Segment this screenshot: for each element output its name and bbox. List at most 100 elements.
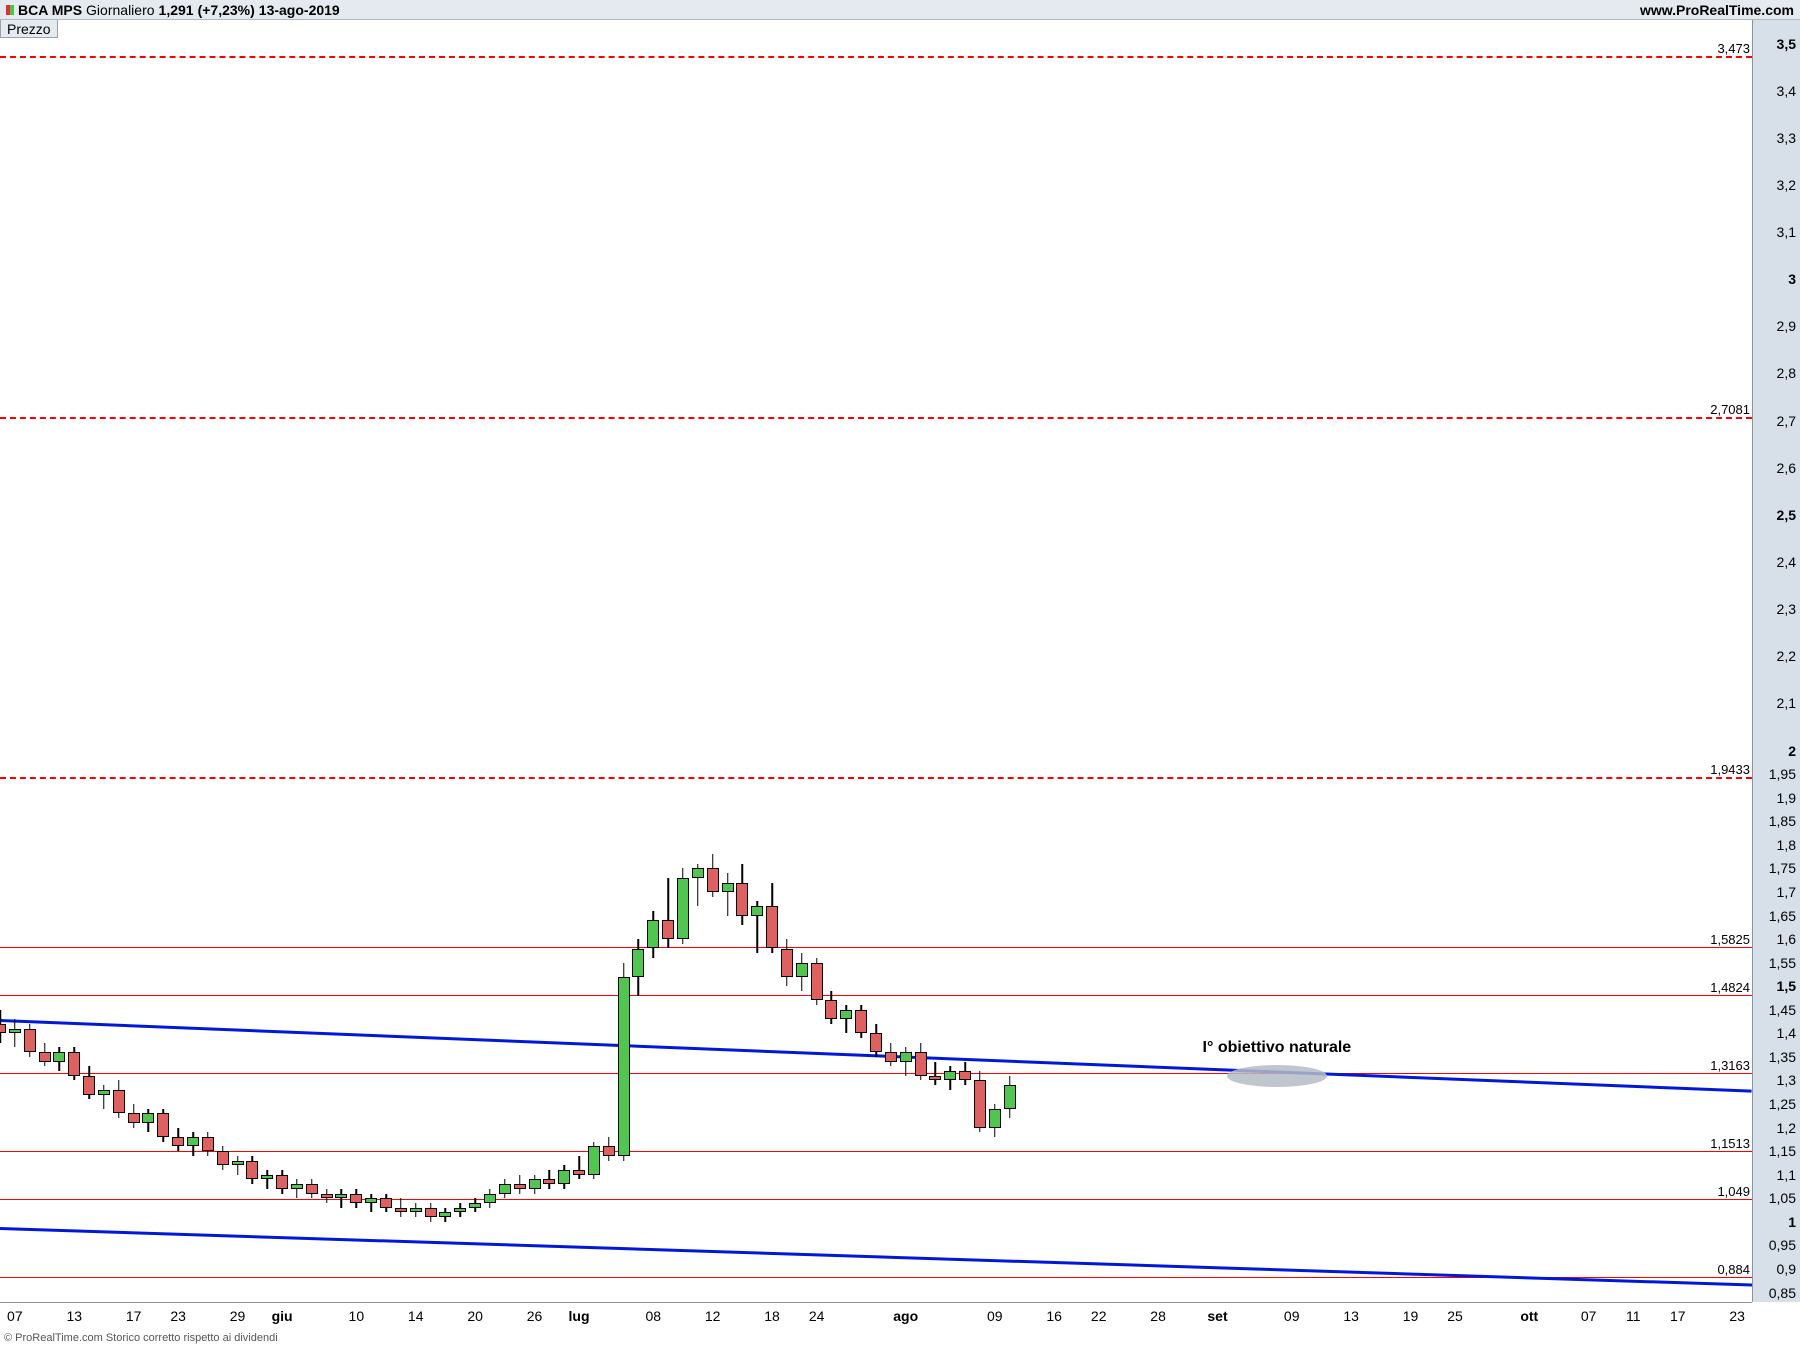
x-tick: 23 <box>170 1308 186 1324</box>
x-tick: lug <box>569 1308 590 1324</box>
x-tick: 09 <box>1284 1308 1300 1324</box>
horizontal-level <box>0 995 1752 996</box>
y-tick: 1,95 <box>1769 766 1796 782</box>
y-tick: 1,2 <box>1777 1120 1796 1136</box>
level-label: 2,7081 <box>1710 402 1750 417</box>
x-tick: 16 <box>1046 1308 1062 1324</box>
y-tick: 2,3 <box>1777 601 1796 617</box>
y-tick: 2 <box>1788 743 1796 759</box>
symbol: BCA MPS <box>18 0 82 20</box>
y-tick: 3,5 <box>1777 36 1796 52</box>
level-label: 1,3163 <box>1710 1058 1750 1073</box>
y-tick: 0,85 <box>1769 1285 1796 1301</box>
plot-region[interactable]: 3,473 2,7081 1,9433 1,5825 1,4824 1,3163 1,151… <box>0 20 1752 1302</box>
level-label: 1,5825 <box>1710 932 1750 947</box>
y-tick: 2,9 <box>1777 318 1796 334</box>
y-tick: 1,6 <box>1777 931 1796 947</box>
y-tick: 1,1 <box>1777 1167 1796 1183</box>
y-tick: 3,3 <box>1777 130 1796 146</box>
y-tick: 1,25 <box>1769 1096 1796 1112</box>
date: 13-ago-2019 <box>259 0 340 20</box>
x-tick: 14 <box>408 1308 424 1324</box>
y-tick: 1,85 <box>1769 813 1796 829</box>
y-tick: 1,15 <box>1769 1143 1796 1159</box>
y-tick: 1,7 <box>1777 884 1796 900</box>
y-tick: 2,2 <box>1777 648 1796 664</box>
last-price: 1,291 <box>159 0 194 20</box>
y-tick: 0,95 <box>1769 1237 1796 1253</box>
y-tick: 1,3 <box>1777 1072 1796 1088</box>
y-tick: 1,05 <box>1769 1190 1796 1206</box>
y-tick: 3 <box>1788 271 1796 287</box>
y-tick: 1,9 <box>1777 790 1796 806</box>
x-tick: 19 <box>1403 1308 1419 1324</box>
level-label: 0,884 <box>1717 1262 1750 1277</box>
y-tick: 2,5 <box>1777 507 1796 523</box>
horizontal-level <box>0 417 1752 419</box>
change-pct: (+7,23%) <box>198 0 255 20</box>
target-ellipse <box>1227 1065 1327 1087</box>
x-tick: 17 <box>126 1308 142 1324</box>
copyright: © ProRealTime.com Storico corretto rispe… <box>4 1332 278 1344</box>
x-axis: © ProRealTime.com Storico corretto rispe… <box>0 1302 1752 1350</box>
x-tick: 13 <box>1343 1308 1359 1324</box>
y-tick: 1 <box>1788 1214 1796 1230</box>
y-tick: 1,45 <box>1769 1002 1796 1018</box>
chart-area[interactable]: 3,4732,70811,94331,58251,48241,31631,151… <box>0 20 1800 1350</box>
x-tick: 29 <box>230 1308 246 1324</box>
x-tick: 08 <box>645 1308 661 1324</box>
y-tick: 1,35 <box>1769 1049 1796 1065</box>
x-tick: 10 <box>349 1308 365 1324</box>
x-tick: 18 <box>764 1308 780 1324</box>
x-tick: ott <box>1520 1308 1538 1324</box>
site-link[interactable]: www.ProRealTime.com <box>1640 0 1794 19</box>
y-tick: 1,8 <box>1777 837 1796 853</box>
horizontal-level <box>0 777 1752 779</box>
level-label: 1,049 <box>1717 1184 1750 1199</box>
y-axis: 3,5 3,4 3,3 3,2 3,1 3 2,9 2,8 2,7 2,6 2,5 2,4 2,3 2,2… <box>1752 20 1800 1302</box>
x-tick: 09 <box>987 1308 1003 1324</box>
y-tick: 1,65 <box>1769 908 1796 924</box>
y-tick: 3,4 <box>1777 83 1796 99</box>
x-tick: 24 <box>809 1308 825 1324</box>
x-tick: 13 <box>66 1308 82 1324</box>
x-tick: giu <box>272 1308 293 1324</box>
y-tick: 2,8 <box>1777 365 1796 381</box>
x-tick: 22 <box>1091 1308 1107 1324</box>
horizontal-level <box>0 1151 1752 1152</box>
horizontal-level <box>0 56 1752 58</box>
horizontal-level <box>0 1199 1752 1200</box>
y-tick: 1,55 <box>1769 955 1796 971</box>
x-tick: 28 <box>1150 1308 1166 1324</box>
x-tick: 25 <box>1447 1308 1463 1324</box>
timeframe: Giornaliero <box>86 0 154 20</box>
y-tick: 2,1 <box>1777 695 1796 711</box>
y-tick: 1,4 <box>1777 1025 1796 1041</box>
y-tick: 0,9 <box>1777 1261 1796 1277</box>
x-tick: ago <box>893 1308 918 1324</box>
ticker-icon <box>6 5 14 15</box>
x-tick: 26 <box>527 1308 543 1324</box>
y-tick: 2,4 <box>1777 554 1796 570</box>
horizontal-level <box>0 1073 1752 1074</box>
x-tick: 23 <box>1729 1308 1745 1324</box>
y-tick: 2,6 <box>1777 460 1796 476</box>
y-tick: 3,2 <box>1777 177 1796 193</box>
level-label: 1,1513 <box>1710 1136 1750 1151</box>
x-tick: 07 <box>7 1308 23 1324</box>
y-tick: 1,5 <box>1777 978 1796 994</box>
x-tick: 20 <box>467 1308 483 1324</box>
x-tick: set <box>1207 1308 1227 1324</box>
x-tick: 07 <box>1581 1308 1597 1324</box>
annotation-label: I° obiettivo naturale <box>1203 1039 1352 1057</box>
x-tick: 11 <box>1626 1308 1641 1324</box>
level-label: 3,473 <box>1717 41 1750 56</box>
y-tick: 2,7 <box>1777 413 1796 429</box>
y-tick: 1,75 <box>1769 860 1796 876</box>
horizontal-level <box>0 947 1752 948</box>
x-tick: 17 <box>1670 1308 1686 1324</box>
level-label: 1,4824 <box>1710 980 1750 995</box>
level-label: 1,9433 <box>1710 762 1750 777</box>
chart-header: BCA MPS Giornaliero 1,291 (+7,23%) 13-ag… <box>0 0 1800 20</box>
y-tick: 3,1 <box>1777 224 1796 240</box>
